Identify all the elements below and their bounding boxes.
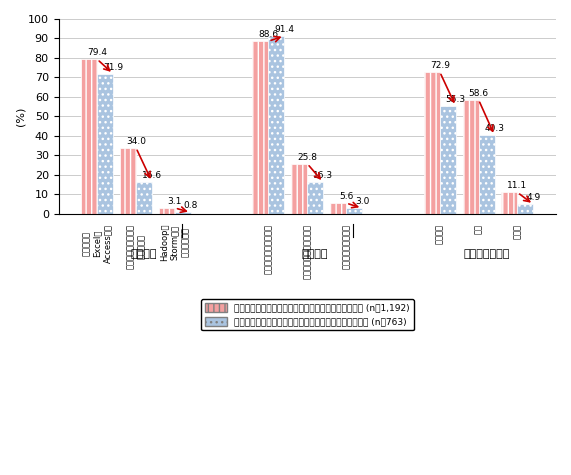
- Bar: [120, 148, 136, 214]
- Bar: [252, 41, 268, 214]
- Text: 5.6: 5.6: [339, 192, 353, 201]
- Bar: [175, 212, 191, 214]
- Text: 72.9: 72.9: [430, 61, 450, 70]
- Bar: [268, 36, 284, 214]
- Text: 71.9: 71.9: [103, 63, 123, 72]
- Legend: 「企画、開発、マーケティング」に効果のあった企業 (n＝1,192), 「企画、開発、マーケティング」に効果のなかった企業 (n＝763): 「企画、開発、マーケティング」に効果のあった企業 (n＝1,192), 「企画、…: [201, 299, 413, 331]
- Text: 4.9: 4.9: [526, 193, 541, 202]
- Text: 11.1: 11.1: [508, 181, 528, 190]
- Text: 40.3: 40.3: [485, 124, 505, 133]
- Text: 3.1: 3.1: [167, 197, 182, 206]
- Bar: [307, 182, 323, 214]
- Bar: [463, 100, 478, 214]
- Bar: [81, 59, 97, 214]
- Text: 分析手法: 分析手法: [131, 249, 157, 259]
- Text: 16.6: 16.6: [142, 171, 162, 180]
- Bar: [440, 106, 456, 214]
- Bar: [346, 208, 362, 214]
- Bar: [330, 203, 346, 214]
- Bar: [501, 192, 517, 214]
- Text: 25.8: 25.8: [297, 153, 317, 162]
- Text: 58.6: 58.6: [468, 89, 489, 98]
- Text: 0.8: 0.8: [183, 201, 198, 210]
- Text: 55.3: 55.3: [445, 95, 466, 104]
- Bar: [291, 164, 307, 214]
- Text: 91.4: 91.4: [275, 25, 295, 34]
- Bar: [517, 204, 533, 214]
- Text: 16.3: 16.3: [313, 171, 333, 180]
- Bar: [136, 181, 152, 214]
- Text: 79.4: 79.4: [87, 48, 107, 57]
- Text: 分析人材: 分析人材: [302, 249, 328, 259]
- Bar: [424, 72, 440, 214]
- Text: 88.6: 88.6: [258, 30, 279, 39]
- Bar: [159, 208, 175, 214]
- Text: 3.0: 3.0: [355, 197, 369, 206]
- Bar: [478, 135, 494, 214]
- Y-axis label: (%): (%): [15, 107, 25, 126]
- Text: 分析結果の活用: 分析結果の活用: [464, 249, 510, 259]
- Text: 34.0: 34.0: [126, 137, 146, 146]
- Bar: [97, 74, 113, 214]
